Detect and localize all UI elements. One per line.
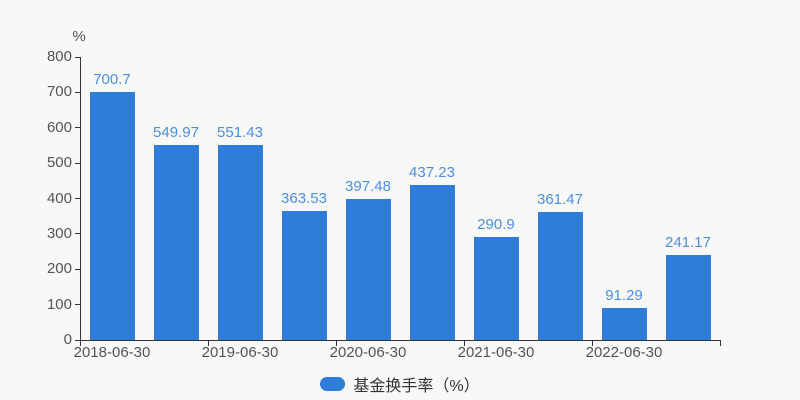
y-axis-label: 300 bbox=[46, 224, 72, 242]
bar[interactable] bbox=[665, 254, 711, 340]
y-axis-tick bbox=[75, 127, 80, 129]
x-axis-label: 2020-06-30 bbox=[329, 344, 407, 361]
y-axis-tick bbox=[75, 56, 80, 58]
bar-value-label: 700.7 bbox=[93, 71, 131, 89]
y-axis-label: 700 bbox=[46, 83, 72, 101]
y-axis-label: 400 bbox=[46, 189, 72, 207]
y-axis-label: 0 bbox=[63, 331, 72, 348]
bar[interactable] bbox=[473, 237, 519, 340]
y-axis-tick bbox=[75, 233, 80, 235]
x-axis-label: 2019-06-30 bbox=[201, 344, 279, 361]
x-axis-tick bbox=[336, 341, 337, 346]
x-axis-tick bbox=[208, 341, 209, 346]
bar[interactable] bbox=[537, 212, 583, 340]
bar-value-label: 91.29 bbox=[605, 286, 643, 304]
y-axis-tick bbox=[75, 304, 80, 306]
bar-value-label: 361.47 bbox=[537, 191, 583, 209]
bar-value-label: 241.17 bbox=[665, 233, 711, 251]
bar[interactable] bbox=[409, 185, 455, 340]
bar[interactable] bbox=[153, 145, 199, 340]
x-axis-tick bbox=[80, 341, 81, 346]
y-axis-label: 200 bbox=[46, 260, 72, 278]
y-axis-label: 500 bbox=[46, 154, 72, 172]
y-axis-label: 800 bbox=[46, 48, 72, 65]
y-axis-unit-label: % bbox=[72, 28, 86, 45]
bar-value-label: 397.48 bbox=[345, 178, 391, 196]
bar[interactable] bbox=[281, 211, 327, 340]
y-axis-tick bbox=[75, 339, 80, 341]
bar[interactable] bbox=[345, 199, 391, 340]
bar-value-label: 290.9 bbox=[477, 216, 515, 234]
legend-label: 基金换手率（%） bbox=[353, 378, 480, 395]
bar[interactable] bbox=[601, 307, 647, 340]
y-axis-tick bbox=[75, 162, 80, 164]
bar[interactable] bbox=[217, 144, 263, 340]
x-axis-label: 2021-06-30 bbox=[457, 344, 535, 361]
y-axis-label: 100 bbox=[46, 295, 72, 313]
bar-value-label: 437.23 bbox=[409, 164, 455, 182]
y-axis-tick bbox=[75, 268, 80, 270]
bar-value-label: 363.53 bbox=[281, 190, 327, 208]
legend-marker bbox=[320, 377, 346, 391]
x-axis-label: 2022-06-30 bbox=[585, 344, 663, 361]
legend-item-turnover[interactable]: 基金换手率（%） bbox=[0, 374, 800, 395]
bar[interactable] bbox=[89, 92, 135, 340]
x-axis-tick bbox=[464, 341, 465, 346]
bar-value-label: 551.43 bbox=[217, 123, 263, 141]
x-axis-label: 2018-06-30 bbox=[73, 344, 151, 361]
bar-value-label: 549.97 bbox=[153, 124, 199, 142]
x-axis-tick bbox=[720, 341, 721, 346]
y-axis-tick bbox=[75, 198, 80, 199]
plot-area bbox=[80, 57, 721, 341]
x-axis-tick bbox=[592, 341, 593, 346]
y-axis-label: 600 bbox=[46, 118, 72, 136]
y-axis-tick bbox=[75, 91, 80, 93]
